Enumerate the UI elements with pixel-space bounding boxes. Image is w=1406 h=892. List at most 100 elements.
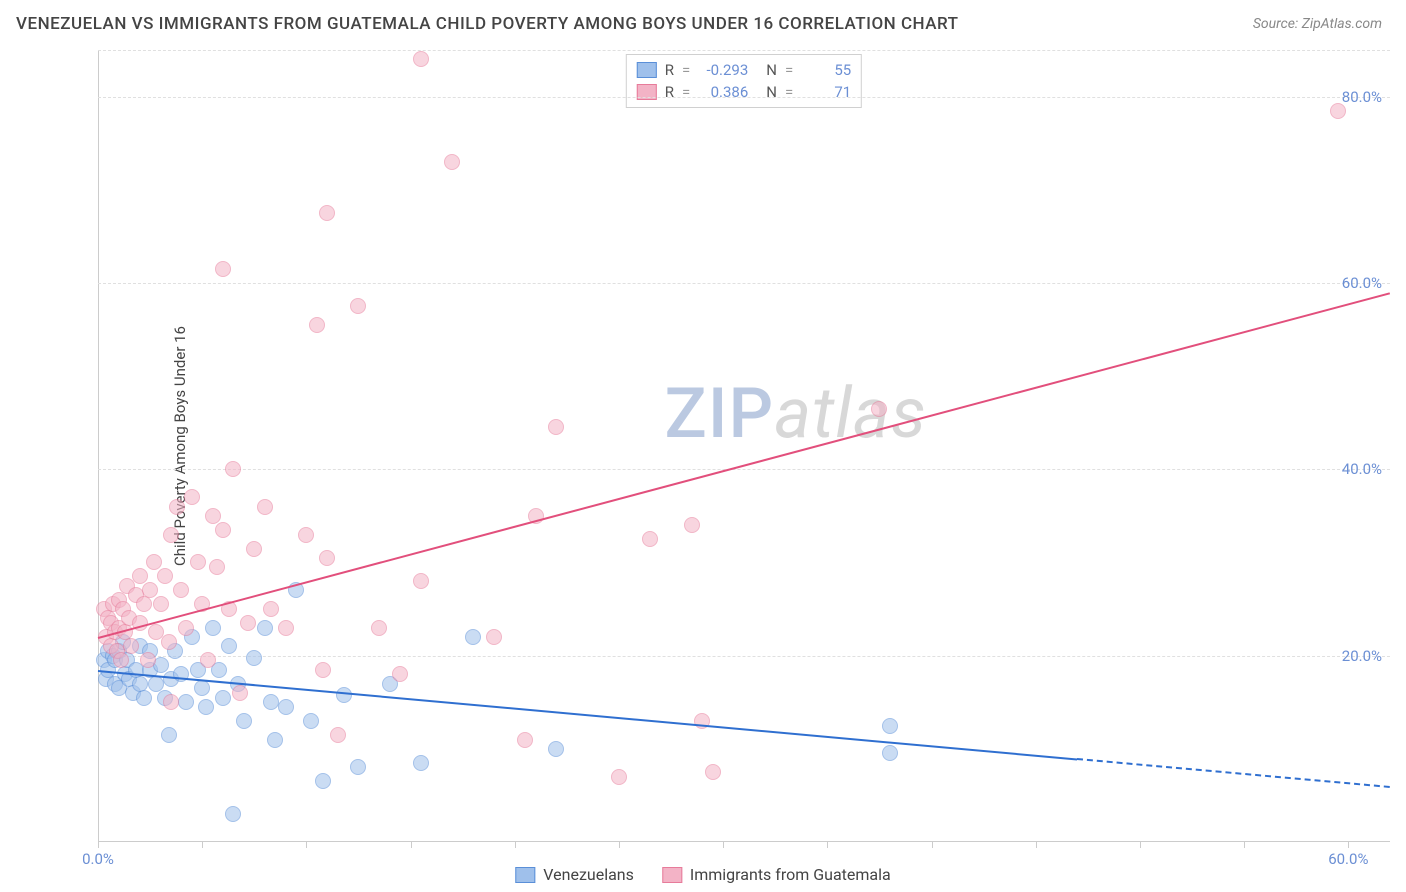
scatter-point: [136, 690, 152, 706]
scatter-point: [257, 499, 273, 515]
scatter-point: [486, 629, 502, 645]
scatter-point: [184, 489, 200, 505]
scatter-point: [132, 568, 148, 584]
legend-n-value: 55: [801, 61, 851, 79]
series-legend-label: Immigrants from Guatemala: [690, 865, 891, 884]
scatter-point: [194, 680, 210, 696]
scatter-point: [178, 694, 194, 710]
watermark-zip: ZIP: [664, 373, 774, 455]
legend-equals: =: [785, 83, 793, 101]
scatter-point: [350, 298, 366, 314]
scatter-point: [319, 550, 335, 566]
y-gridline: [98, 97, 1390, 98]
scatter-point: [315, 773, 331, 789]
scatter-point: [642, 531, 658, 547]
scatter-point: [705, 764, 721, 780]
x-tick-label: 60.0%: [1328, 850, 1368, 868]
legend-equals: =: [682, 61, 690, 79]
scatter-point: [236, 713, 252, 729]
y-gridline: [98, 50, 1390, 51]
scatter-point: [161, 727, 177, 743]
scatter-point: [240, 615, 256, 631]
x-tick: [515, 842, 516, 848]
scatter-point: [190, 554, 206, 570]
scatter-point: [611, 769, 627, 785]
y-gridline: [98, 283, 1390, 284]
scatter-point: [444, 154, 460, 170]
x-tick: [827, 842, 828, 848]
scatter-point: [315, 662, 331, 678]
y-axis-line: [98, 50, 99, 842]
y-tick-label: 40.0%: [1342, 460, 1382, 478]
legend-swatch: [662, 867, 682, 883]
series-legend-item: Venezuelans: [515, 865, 634, 884]
y-gridline: [98, 656, 1390, 657]
scatter-point: [882, 745, 898, 761]
scatter-point: [309, 317, 325, 333]
legend-r-value: 0.386: [698, 83, 748, 101]
scatter-point: [413, 573, 429, 589]
scatter-point: [303, 713, 319, 729]
series-legend: Venezuelans Immigrants from Guatemala: [515, 865, 890, 884]
x-tick: [723, 842, 724, 848]
chart-area: Child Poverty Among Boys Under 16 ZIPatl…: [48, 50, 1390, 842]
legend-r-value: -0.293: [698, 61, 748, 79]
x-tick: [1140, 842, 1141, 848]
x-tick-label: 0.0%: [82, 850, 114, 868]
scatter-point: [871, 401, 887, 417]
x-tick: [1244, 842, 1245, 848]
scatter-point: [257, 620, 273, 636]
scatter-point: [548, 419, 564, 435]
correlation-legend: R=-0.293N=55R=0.386N=71: [626, 54, 862, 108]
scatter-point: [517, 732, 533, 748]
scatter-point: [413, 51, 429, 67]
scatter-point: [278, 620, 294, 636]
scatter-point: [232, 685, 248, 701]
chart-title: VENEZUELAN VS IMMIGRANTS FROM GUATEMALA …: [16, 14, 959, 34]
x-tick: [306, 842, 307, 848]
x-tick: [411, 842, 412, 848]
scatter-point: [169, 499, 185, 515]
scatter-point: [200, 652, 216, 668]
y-tick-label: 20.0%: [1342, 647, 1382, 665]
y-tick-label: 60.0%: [1342, 274, 1382, 292]
legend-swatch: [515, 867, 535, 883]
scatter-point: [215, 522, 231, 538]
scatter-point: [371, 620, 387, 636]
scatter-point: [246, 650, 262, 666]
scatter-point: [263, 601, 279, 617]
scatter-point: [146, 554, 162, 570]
trend-line: [98, 292, 1391, 639]
legend-swatch: [637, 62, 657, 78]
scatter-point: [140, 652, 156, 668]
scatter-point: [163, 527, 179, 543]
trend-line-projection: [1077, 758, 1390, 788]
scatter-point: [267, 732, 283, 748]
correlation-legend-row: R=0.386N=71: [637, 81, 851, 103]
scatter-point: [684, 517, 700, 533]
scatter-point: [225, 461, 241, 477]
x-tick: [202, 842, 203, 848]
scatter-point: [178, 620, 194, 636]
scatter-point: [263, 694, 279, 710]
scatter-point: [350, 759, 366, 775]
x-tick: [1348, 842, 1349, 848]
source-attribution: Source: ZipAtlas.com: [1253, 16, 1382, 32]
scatter-point: [392, 666, 408, 682]
x-tick: [1036, 842, 1037, 848]
scatter-point: [205, 508, 221, 524]
scatter-point: [278, 699, 294, 715]
scatter-point: [882, 718, 898, 734]
scatter-point: [465, 629, 481, 645]
watermark-atlas: atlas: [774, 373, 927, 455]
plot-region: ZIPatlas R=-0.293N=55R=0.386N=71 20.0%40…: [98, 50, 1390, 842]
legend-label-r: R: [665, 83, 674, 101]
scatter-point: [215, 261, 231, 277]
scatter-point: [153, 596, 169, 612]
legend-n-value: 71: [801, 83, 851, 101]
scatter-point: [136, 596, 152, 612]
x-tick: [98, 842, 99, 848]
scatter-point: [209, 559, 225, 575]
legend-label-r: R: [665, 61, 674, 79]
scatter-point: [221, 638, 237, 654]
